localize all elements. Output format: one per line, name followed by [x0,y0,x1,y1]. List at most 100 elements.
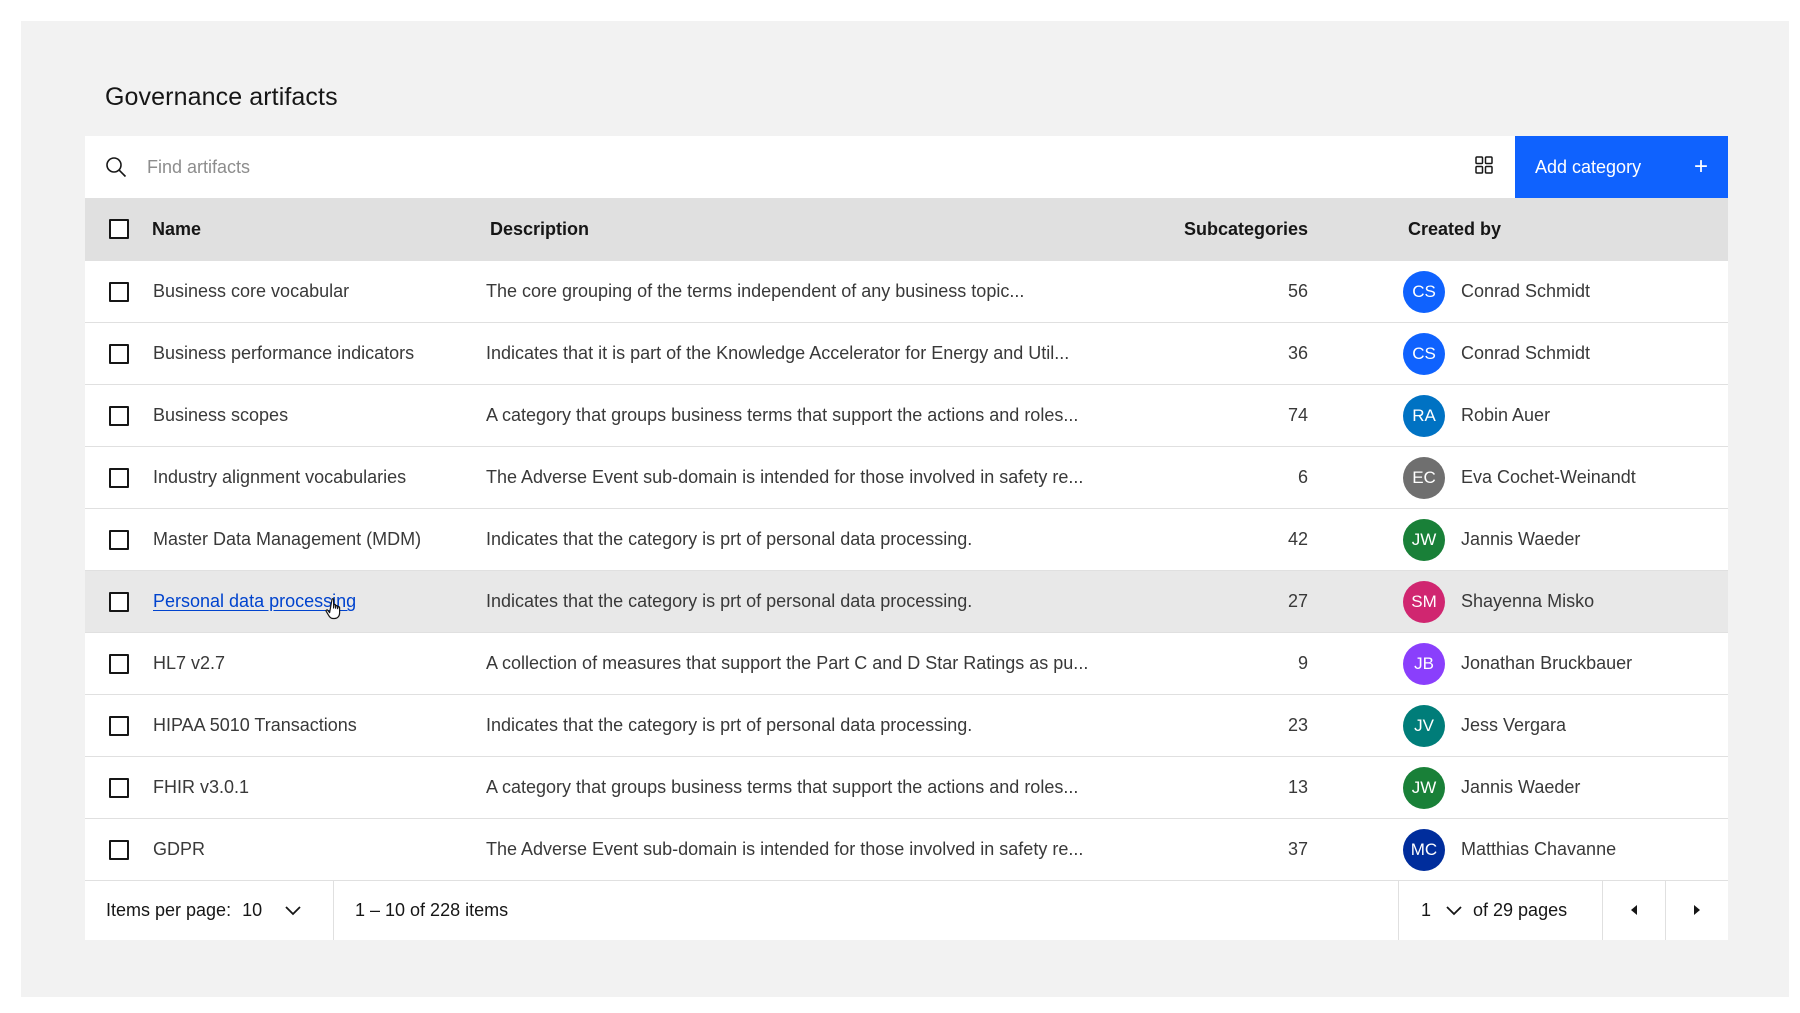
header-description[interactable]: Description [490,218,590,239]
items-per-page-select[interactable]: 10 [242,900,263,920]
name-cell: Business core vocabular [152,281,486,302]
header-created-by[interactable]: Created by [1408,218,1502,239]
name-cell: HL7 v2.7 [152,653,486,674]
hand-cursor-icon [325,597,345,626]
chevron-down-icon[interactable] [1445,900,1463,921]
row-checkbox[interactable] [108,591,129,612]
avatar: JB [1403,642,1445,685]
avatar: JW [1403,518,1445,561]
header-name[interactable]: Name [152,218,202,239]
artifact-name-link[interactable]: Business performance indicators [153,343,415,363]
table-row[interactable]: GDPR The Adverse Event sub-domain is int… [85,818,1728,880]
row-select-cell [85,777,152,798]
description-cell: Indicates that the category is prt of pe… [486,591,973,611]
page-select: 1 of 29 pages [1398,881,1602,940]
name-cell: Business performance indicators [152,343,486,364]
row-checkbox[interactable] [108,343,129,364]
page-number-select[interactable]: 1 [1421,900,1432,920]
artifact-name-link[interactable]: Industry alignment vocabularies [153,467,407,487]
creator-name: Eva Cochet-Weinandt [1461,467,1636,487]
creator-name: Jannis Waeder [1461,777,1581,797]
add-category-label: Add category [1535,156,1642,177]
description-cell: A category that groups business terms th… [486,405,1079,425]
table-row[interactable]: HL7 v2.7 A collection of measures that s… [85,632,1728,694]
row-checkbox[interactable] [108,529,129,550]
row-checkbox[interactable] [108,777,129,798]
previous-page-button[interactable] [1602,881,1665,940]
row-checkbox[interactable] [108,405,129,426]
creator-name: Jannis Waeder [1461,529,1581,549]
header-subcategories[interactable]: Subcategories [1183,218,1308,239]
artifact-name-link[interactable]: GDPR [153,839,206,859]
created-by-cell: RA Robin Auer [1308,394,1728,437]
grid-view-button[interactable] [1453,136,1515,198]
artifact-name-link[interactable]: HL7 v2.7 [153,653,226,673]
next-page-button[interactable] [1665,881,1728,940]
add-category-button[interactable]: Add category + [1515,136,1728,198]
table-row[interactable]: Master Data Management (MDM) Indicates t… [85,508,1728,570]
name-cell: GDPR [152,839,486,860]
creator-name: Shayenna Misko [1461,591,1595,611]
created-by-cell: JB Jonathan Bruckbauer [1308,642,1728,685]
created-by-cell: JW Jannis Waeder [1308,766,1728,809]
row-checkbox[interactable] [108,281,129,302]
row-select-cell [85,715,152,736]
row-checkbox[interactable] [108,839,129,860]
description-cell: The Adverse Event sub-domain is intended… [486,467,1084,487]
avatar: JW [1403,766,1445,809]
caret-left-icon [1629,900,1639,921]
select-all-cell [85,219,152,239]
row-checkbox[interactable] [108,467,129,488]
subcategories-cell: 9 [1297,653,1308,673]
row-select-cell [85,591,152,612]
created-by-cell: MC Matthias Chavanne [1308,828,1728,871]
created-by-cell: JW Jannis Waeder [1308,518,1728,561]
row-select-cell [85,405,152,426]
table-row[interactable]: HIPAA 5010 Transactions Indicates that t… [85,694,1728,756]
row-select-cell [85,467,152,488]
created-by-cell: EC Eva Cochet-Weinandt [1308,456,1728,499]
items-per-page-label: Items per page: [106,900,232,920]
artifact-name-link[interactable]: Business core vocabular [153,281,350,301]
select-all-checkbox[interactable] [108,219,129,239]
of-pages-text: of 29 pages [1473,900,1568,920]
table-row[interactable]: Business performance indicators Indicate… [85,322,1728,384]
search-input[interactable] [147,136,1453,198]
creator-name: Jess Vergara [1461,715,1567,735]
table-row[interactable]: Business scopes A category that groups b… [85,384,1728,446]
row-select-cell [85,653,152,674]
row-select-cell [85,839,152,860]
row-checkbox[interactable] [108,715,129,736]
artifact-name-link[interactable]: Personal data processing [153,591,357,611]
table-row[interactable]: Industry alignment vocabularies The Adve… [85,446,1728,508]
description-cell: The core grouping of the terms independe… [486,281,1025,301]
chevron-down-icon[interactable] [284,900,302,921]
table-header: Name Description Subcategories Created b… [85,198,1728,260]
row-checkbox[interactable] [108,653,129,674]
table-row[interactable]: Business core vocabular The core groupin… [85,260,1728,322]
avatar: MC [1403,828,1445,871]
row-select-cell [85,529,152,550]
created-by-cell: CS Conrad Schmidt [1308,332,1728,375]
avatar: EC [1403,456,1445,499]
plus-icon: + [1693,153,1708,180]
grid-view-icon [1475,155,1493,179]
avatar: JV [1403,704,1445,747]
subcategories-cell: 13 [1287,777,1308,797]
created-by-cell: CS Conrad Schmidt [1308,270,1728,313]
artifact-name-link[interactable]: Business scopes [153,405,289,425]
artifact-name-link[interactable]: HIPAA 5010 Transactions [153,715,357,735]
table-body: Business core vocabular The core groupin… [85,260,1728,880]
subcategories-cell: 74 [1287,405,1308,425]
name-cell: Business scopes [152,405,486,426]
row-select-cell [85,343,152,364]
artifact-name-link[interactable]: Master Data Management (MDM) [153,529,422,549]
subcategories-cell: 56 [1287,281,1308,301]
artifact-name-link[interactable]: FHIR v3.0.1 [153,777,250,797]
table-row[interactable]: FHIR v3.0.1 A category that groups busin… [85,756,1728,818]
row-select-cell [85,281,152,302]
subcategories-cell: 6 [1297,467,1308,487]
description-cell: The Adverse Event sub-domain is intended… [486,839,1084,859]
table-row[interactable]: Personal data processing Indicates that … [85,570,1728,632]
caret-right-icon [1692,900,1702,921]
